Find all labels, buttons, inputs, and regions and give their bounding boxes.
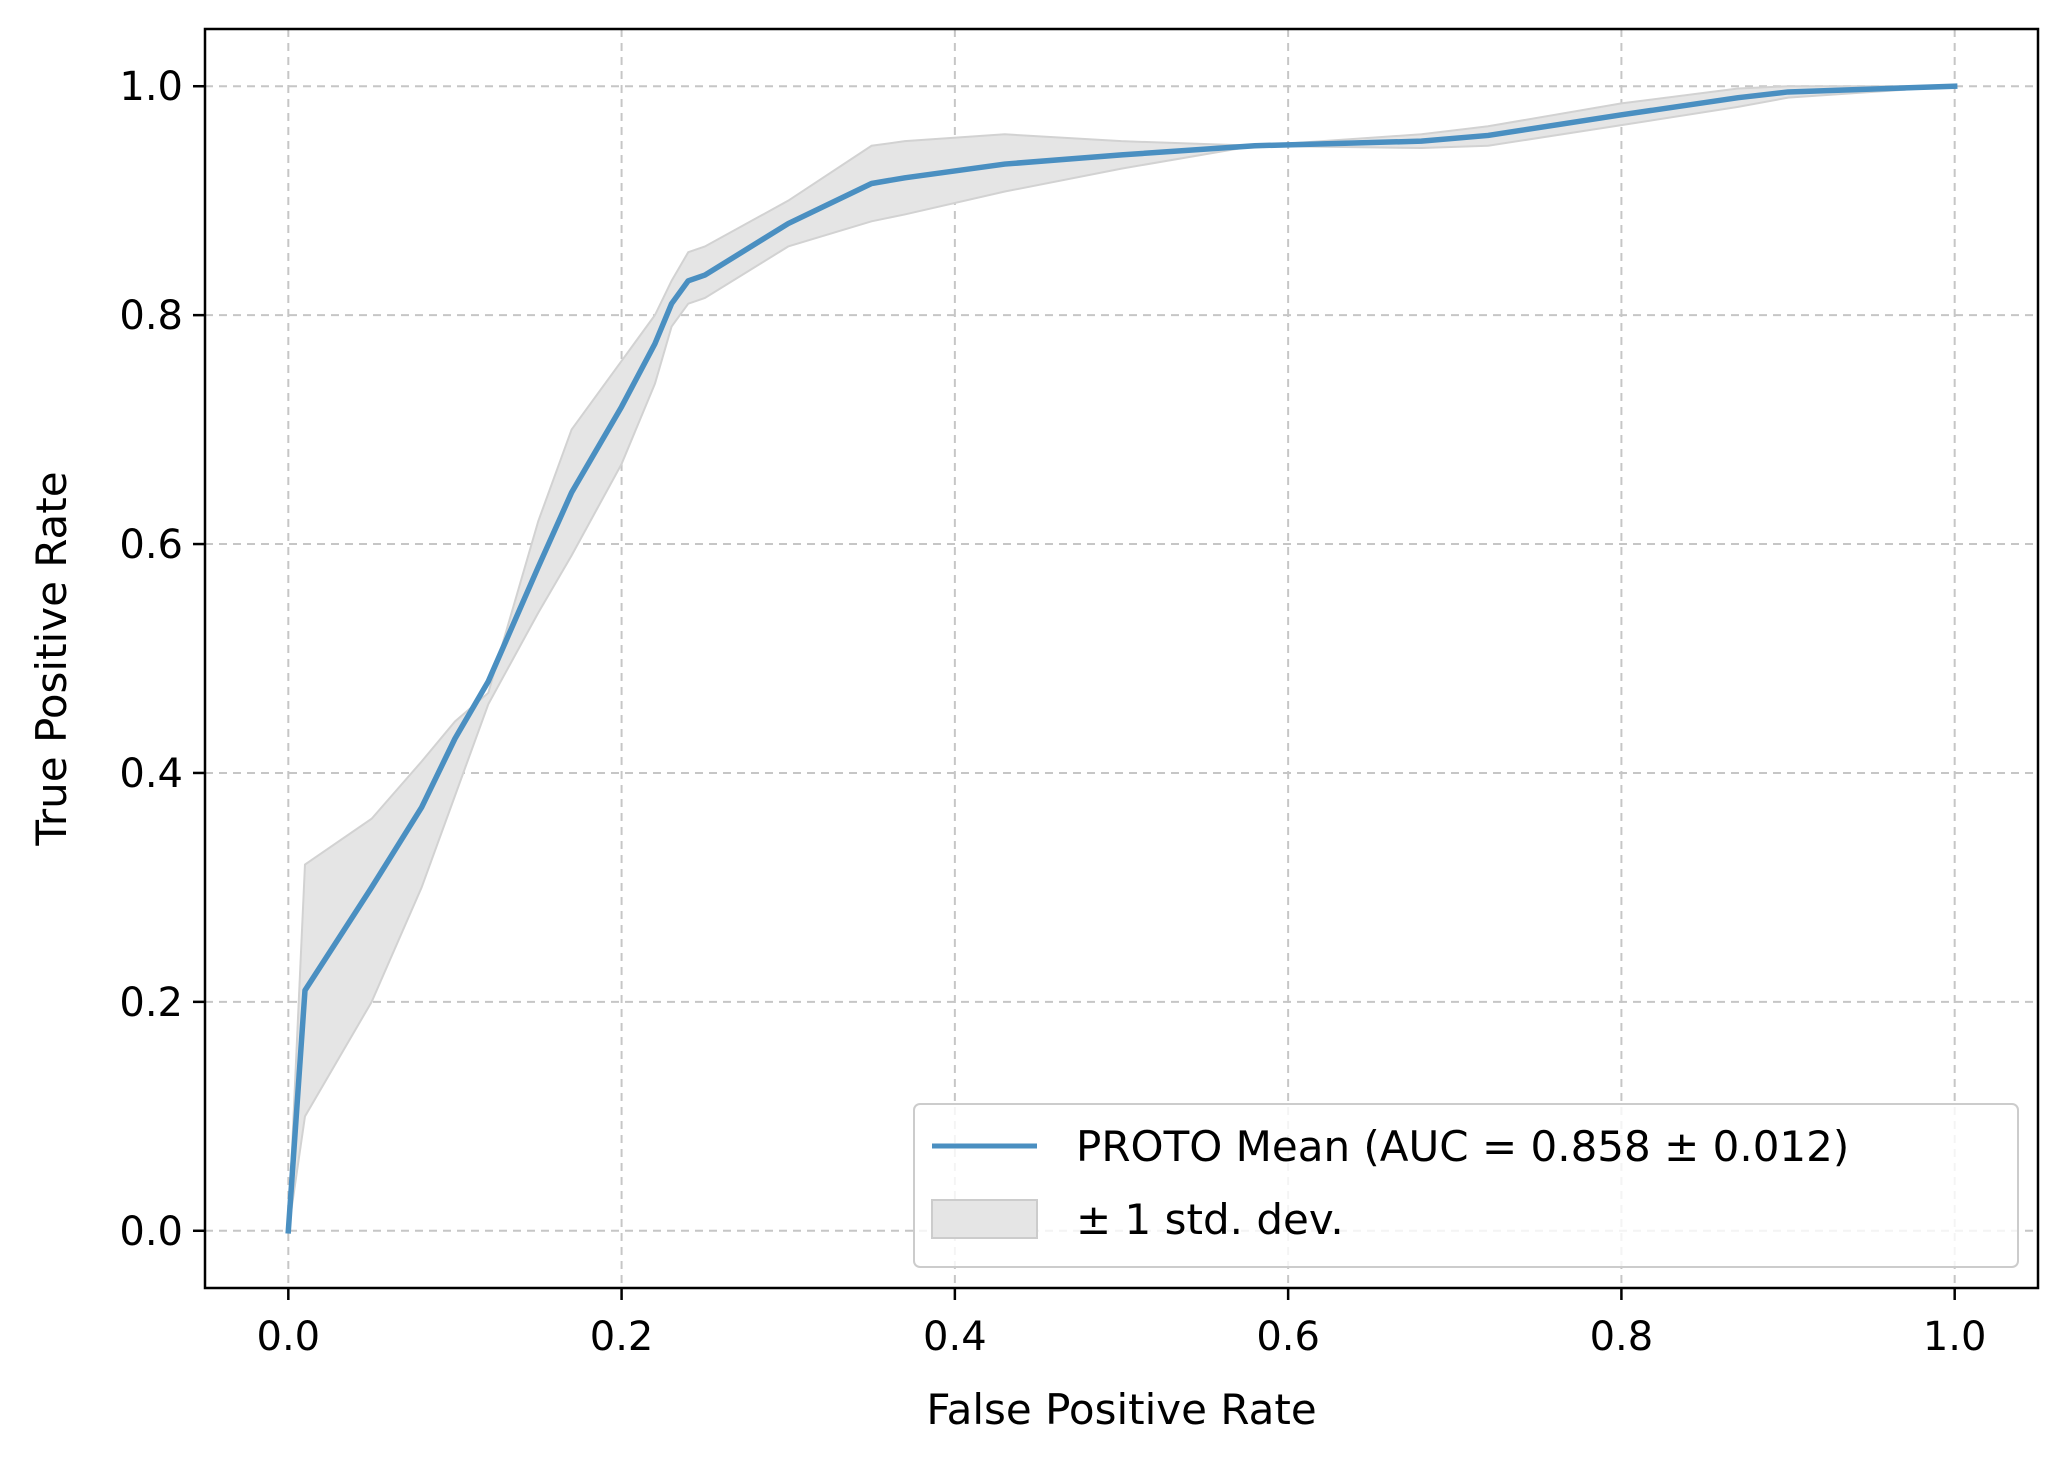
- y-tick-label: 0.0: [119, 1209, 183, 1255]
- x-tick-label: 0.4: [923, 1314, 987, 1360]
- x-tick-label: 1.0: [1923, 1314, 1987, 1360]
- x-tick-label: 0.2: [590, 1314, 654, 1360]
- mean-roc-line: [285, 83, 1958, 1234]
- y-tick-label: 0.8: [119, 293, 183, 339]
- legend-band-swatch: [931, 1199, 1038, 1239]
- y-tick-label: 0.2: [119, 980, 183, 1026]
- y-axis-label: True Positive Rate: [27, 471, 76, 846]
- legend-mean-label: PROTO Mean (AUC = 0.858 ± 0.012): [1076, 1122, 1849, 1171]
- y-tick-label: 0.4: [119, 751, 183, 797]
- y-tick-label: 1.0: [119, 64, 183, 110]
- x-tick-label: 0.0: [257, 1314, 321, 1360]
- x-tick-label: 0.6: [1256, 1314, 1320, 1360]
- legend-band-label: ± 1 std. dev.: [1076, 1195, 1344, 1244]
- y-tick-label: 0.6: [119, 522, 183, 568]
- x-tick-label: 0.8: [1590, 1314, 1654, 1360]
- mean-line-layer: [285, 83, 1958, 1234]
- legend-box: [913, 1103, 2019, 1268]
- ticks: 0.0 0.2 0.4 0.6 0.8 1.0 0.0 0.2 0.4 0.6 0.8 1.0: [119, 64, 1986, 1360]
- plot-frame: [203, 27, 2040, 1290]
- x-axis-label: False Positive Rate: [926, 1385, 1316, 1434]
- legend: PROTO Mean (AUC = 0.858 ± 0.012) ± 1 std…: [913, 1103, 2019, 1268]
